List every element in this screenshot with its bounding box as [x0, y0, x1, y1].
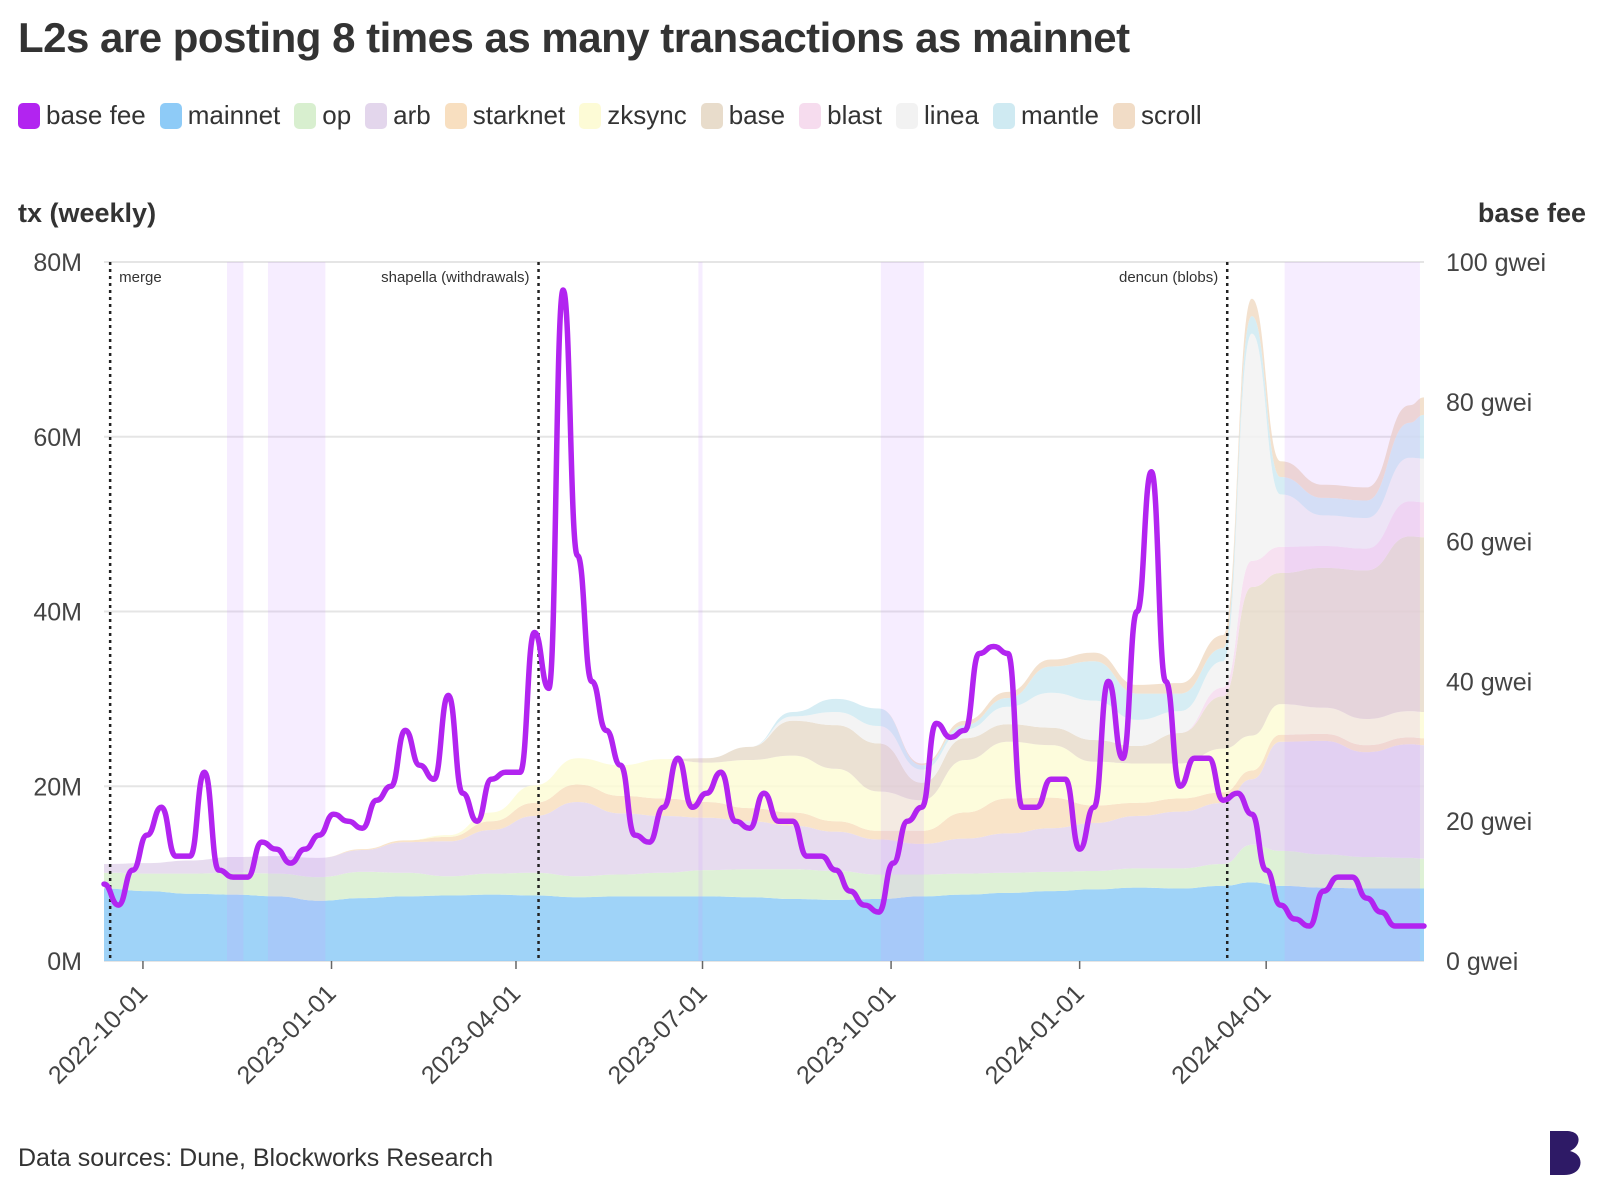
right-tick-label: 60 gwei: [1446, 529, 1532, 557]
legend-item-zksync: zksync: [579, 100, 687, 131]
legend-swatch: [444, 102, 467, 129]
x-tick-label: 2023-01-01: [232, 979, 342, 1089]
legend-swatch: [700, 102, 723, 129]
base-fee-line: [101, 287, 1427, 929]
legend-label: base: [728, 100, 786, 130]
chart-plot: merge shapella (withdrawals) dencun (blobs…: [33, 249, 1546, 1090]
legend-swatch: [896, 102, 919, 129]
legend-item-blast: blast: [799, 100, 882, 131]
highlight-band: [1284, 262, 1420, 961]
area-op: [104, 844, 1424, 901]
legend-swatch: [579, 102, 602, 129]
legend-label: op: [322, 100, 352, 130]
left-tick-label: 0M: [47, 948, 82, 976]
area-linea: [104, 333, 1424, 865]
legend: base fee mainnet op arb starknet zksync base bl…: [18, 100, 1216, 131]
left-tick-label: 40M: [33, 599, 82, 627]
legend-label: starknet: [472, 100, 566, 130]
area-arb: [104, 740, 1424, 878]
legend-item-linea: linea: [896, 100, 979, 131]
highlight-band: [226, 262, 244, 961]
left-tick-label: 20M: [33, 773, 82, 801]
data-source-note: Data sources: Dune, Blockworks Research: [18, 1144, 494, 1172]
right-axis-title: base fee: [1477, 198, 1586, 228]
legend-swatch: [1113, 102, 1136, 129]
legend-item-mantle: mantle: [992, 100, 1100, 131]
area-mainnet: [104, 882, 1424, 961]
x-tick-label: 2023-04-01: [416, 979, 526, 1089]
legend-swatch: [799, 102, 822, 129]
right-tick-label: 80 gwei: [1446, 389, 1532, 417]
right-tick-label: 40 gwei: [1446, 668, 1532, 696]
chart-title: L2s are posting 8 times as many transact…: [18, 14, 1130, 61]
legend-item-arb: arb: [365, 100, 431, 131]
x-tick-label: 2023-10-01: [791, 979, 901, 1089]
blockworks-logo-icon: [1550, 1131, 1581, 1175]
legend-swatch: [294, 102, 317, 129]
x-tick-label: 2023-07-01: [603, 979, 713, 1089]
event-label: shapella (withdrawals): [381, 269, 529, 286]
highlight-band: [698, 262, 703, 961]
legend-label: base fee: [46, 100, 146, 130]
event-label: merge: [119, 269, 162, 286]
x-tick-label: 2022-10-01: [43, 979, 153, 1089]
x-tick-label: 2024-04-01: [1166, 979, 1276, 1089]
highlight-band: [880, 262, 924, 961]
highlight-band: [267, 262, 326, 961]
legend-item-starknet: starknet: [444, 100, 566, 131]
right-tick-label: 100 gwei: [1446, 249, 1546, 277]
right-tick-label: 20 gwei: [1446, 808, 1532, 836]
legend-item-base: base: [700, 100, 786, 131]
legend-label: blast: [827, 100, 883, 130]
right-tick-label: 0 gwei: [1446, 948, 1518, 976]
left-tick-label: 60M: [33, 424, 82, 452]
legend-swatch: [159, 102, 182, 129]
x-tick-label: 2024-01-01: [980, 979, 1090, 1089]
legend-label: mantle: [1020, 100, 1100, 130]
legend-swatch: [992, 102, 1015, 129]
legend-label: mainnet: [187, 100, 281, 130]
legend-label: zksync: [607, 100, 687, 130]
event-label: dencun (blobs): [1119, 269, 1218, 286]
legend-item-base-fee: base fee: [18, 100, 146, 131]
legend-item-scroll: scroll: [1113, 100, 1202, 131]
legend-item-mainnet: mainnet: [159, 100, 281, 131]
legend-item-op: op: [294, 100, 351, 131]
legend-swatch: [365, 102, 388, 129]
left-tick-label: 80M: [33, 249, 82, 277]
legend-swatch: [18, 102, 40, 129]
area-zksync: [104, 704, 1424, 865]
legend-label: arb: [393, 100, 431, 130]
legend-label: linea: [924, 100, 979, 130]
legend-label: scroll: [1141, 100, 1202, 130]
left-axis-title: tx (weekly): [18, 198, 157, 228]
